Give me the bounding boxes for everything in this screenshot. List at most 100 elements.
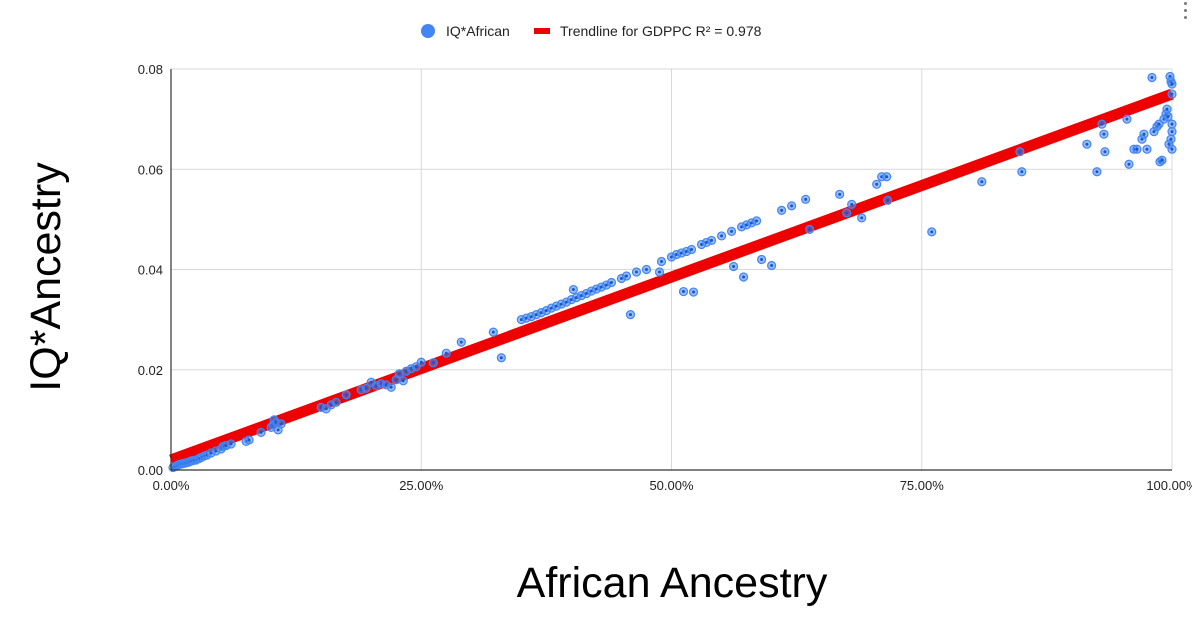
data-point xyxy=(1092,167,1102,177)
data-point-center xyxy=(1170,147,1174,151)
x-axis-title: African Ancestry xyxy=(517,559,828,607)
data-point xyxy=(1099,129,1109,139)
data-point-center xyxy=(790,204,794,208)
data-point-center xyxy=(710,238,714,242)
data-point xyxy=(416,357,426,367)
data-point xyxy=(621,271,632,281)
data-point xyxy=(686,244,697,255)
data-point xyxy=(428,358,438,368)
data-point-center xyxy=(838,192,842,196)
data-point-center xyxy=(742,275,746,279)
x-tick-label: 75.00% xyxy=(900,478,945,493)
data-point-center xyxy=(1157,122,1161,126)
data-point xyxy=(805,224,815,234)
data-point-center xyxy=(329,403,333,407)
data-point-center xyxy=(885,175,889,179)
data-point xyxy=(1157,155,1167,165)
data-point-center xyxy=(1102,132,1106,136)
data-point-center xyxy=(1135,147,1139,151)
data-point xyxy=(1124,159,1134,169)
data-point xyxy=(842,208,852,218)
data-point-center xyxy=(1150,76,1154,80)
data-point xyxy=(857,213,867,223)
data-point-center xyxy=(850,202,854,206)
legend[interactable]: IQ*African Trendline for GDPPC R² = 0.978 xyxy=(421,23,762,39)
data-point-center xyxy=(720,234,724,238)
data-point-center xyxy=(247,438,251,442)
data-point-center xyxy=(369,380,373,384)
data-point-center xyxy=(657,270,661,274)
data-point-center xyxy=(804,197,808,201)
data-point-center xyxy=(1169,137,1173,141)
data-point-center xyxy=(384,383,388,387)
points-layer xyxy=(168,71,1177,473)
data-point xyxy=(1142,144,1152,154)
data-point-center xyxy=(1160,158,1164,162)
data-point xyxy=(688,287,699,297)
data-point-center xyxy=(930,230,934,234)
data-point xyxy=(1166,134,1176,144)
data-point xyxy=(441,348,451,358)
data-point xyxy=(1015,147,1025,157)
data-point xyxy=(716,231,727,241)
data-point-center xyxy=(364,386,368,390)
data-point xyxy=(756,254,767,265)
data-point-center xyxy=(875,182,879,186)
data-point xyxy=(1167,144,1177,154)
data-point-center xyxy=(609,281,613,285)
data-point-center xyxy=(1018,150,1022,154)
data-point xyxy=(777,205,787,215)
data-point-center xyxy=(604,283,608,287)
data-point xyxy=(625,310,636,320)
data-point xyxy=(1167,89,1177,99)
data-point-center xyxy=(634,270,638,274)
data-point xyxy=(331,397,341,407)
data-point-center xyxy=(1100,122,1104,126)
data-point-center xyxy=(401,379,405,383)
data-point-center xyxy=(692,290,696,294)
data-point xyxy=(872,179,882,189)
data-point xyxy=(568,284,579,295)
data-point xyxy=(256,427,266,438)
data-point-center xyxy=(1165,107,1169,111)
data-point-center xyxy=(1095,170,1099,174)
data-point-center xyxy=(808,227,812,231)
data-point xyxy=(1132,144,1142,154)
data-point xyxy=(1163,112,1173,122)
data-point-center xyxy=(628,313,632,317)
data-point xyxy=(1017,167,1027,177)
data-point xyxy=(386,382,396,392)
ticks-layer: 0.00% 25.00% 50.00% 75.00% 100.00% 0.00 0.02 0.… xyxy=(138,62,1192,493)
data-point-center xyxy=(229,442,233,446)
data-point xyxy=(751,216,762,226)
data-point xyxy=(394,369,404,379)
data-point-center xyxy=(980,180,984,184)
data-point xyxy=(606,277,617,288)
data-point xyxy=(496,353,506,363)
data-point xyxy=(276,419,286,429)
data-point-center xyxy=(276,428,280,432)
data-point xyxy=(488,327,498,337)
data-point xyxy=(801,194,811,204)
axis-layer xyxy=(170,69,1172,471)
data-point xyxy=(656,256,667,267)
y-tick-label: 0.00 xyxy=(138,463,163,478)
y-tick-label: 0.02 xyxy=(138,363,163,378)
data-point xyxy=(1167,79,1177,89)
data-point-center xyxy=(886,198,890,202)
data-point-center xyxy=(1020,170,1024,174)
data-point-center xyxy=(860,216,864,220)
legend-label-scatter: IQ*African xyxy=(446,23,510,39)
more-options-icon[interactable] xyxy=(1183,2,1189,24)
data-point xyxy=(1122,114,1132,124)
x-tick-label: 0.00% xyxy=(153,478,190,493)
data-point-center xyxy=(459,340,463,344)
x-tick-label: 50.00% xyxy=(649,478,694,493)
data-point xyxy=(787,201,797,211)
x-tick-label: 25.00% xyxy=(399,478,444,493)
data-point xyxy=(226,439,236,449)
data-point xyxy=(882,172,892,182)
data-point xyxy=(726,226,737,237)
data-point-center xyxy=(1170,122,1174,126)
